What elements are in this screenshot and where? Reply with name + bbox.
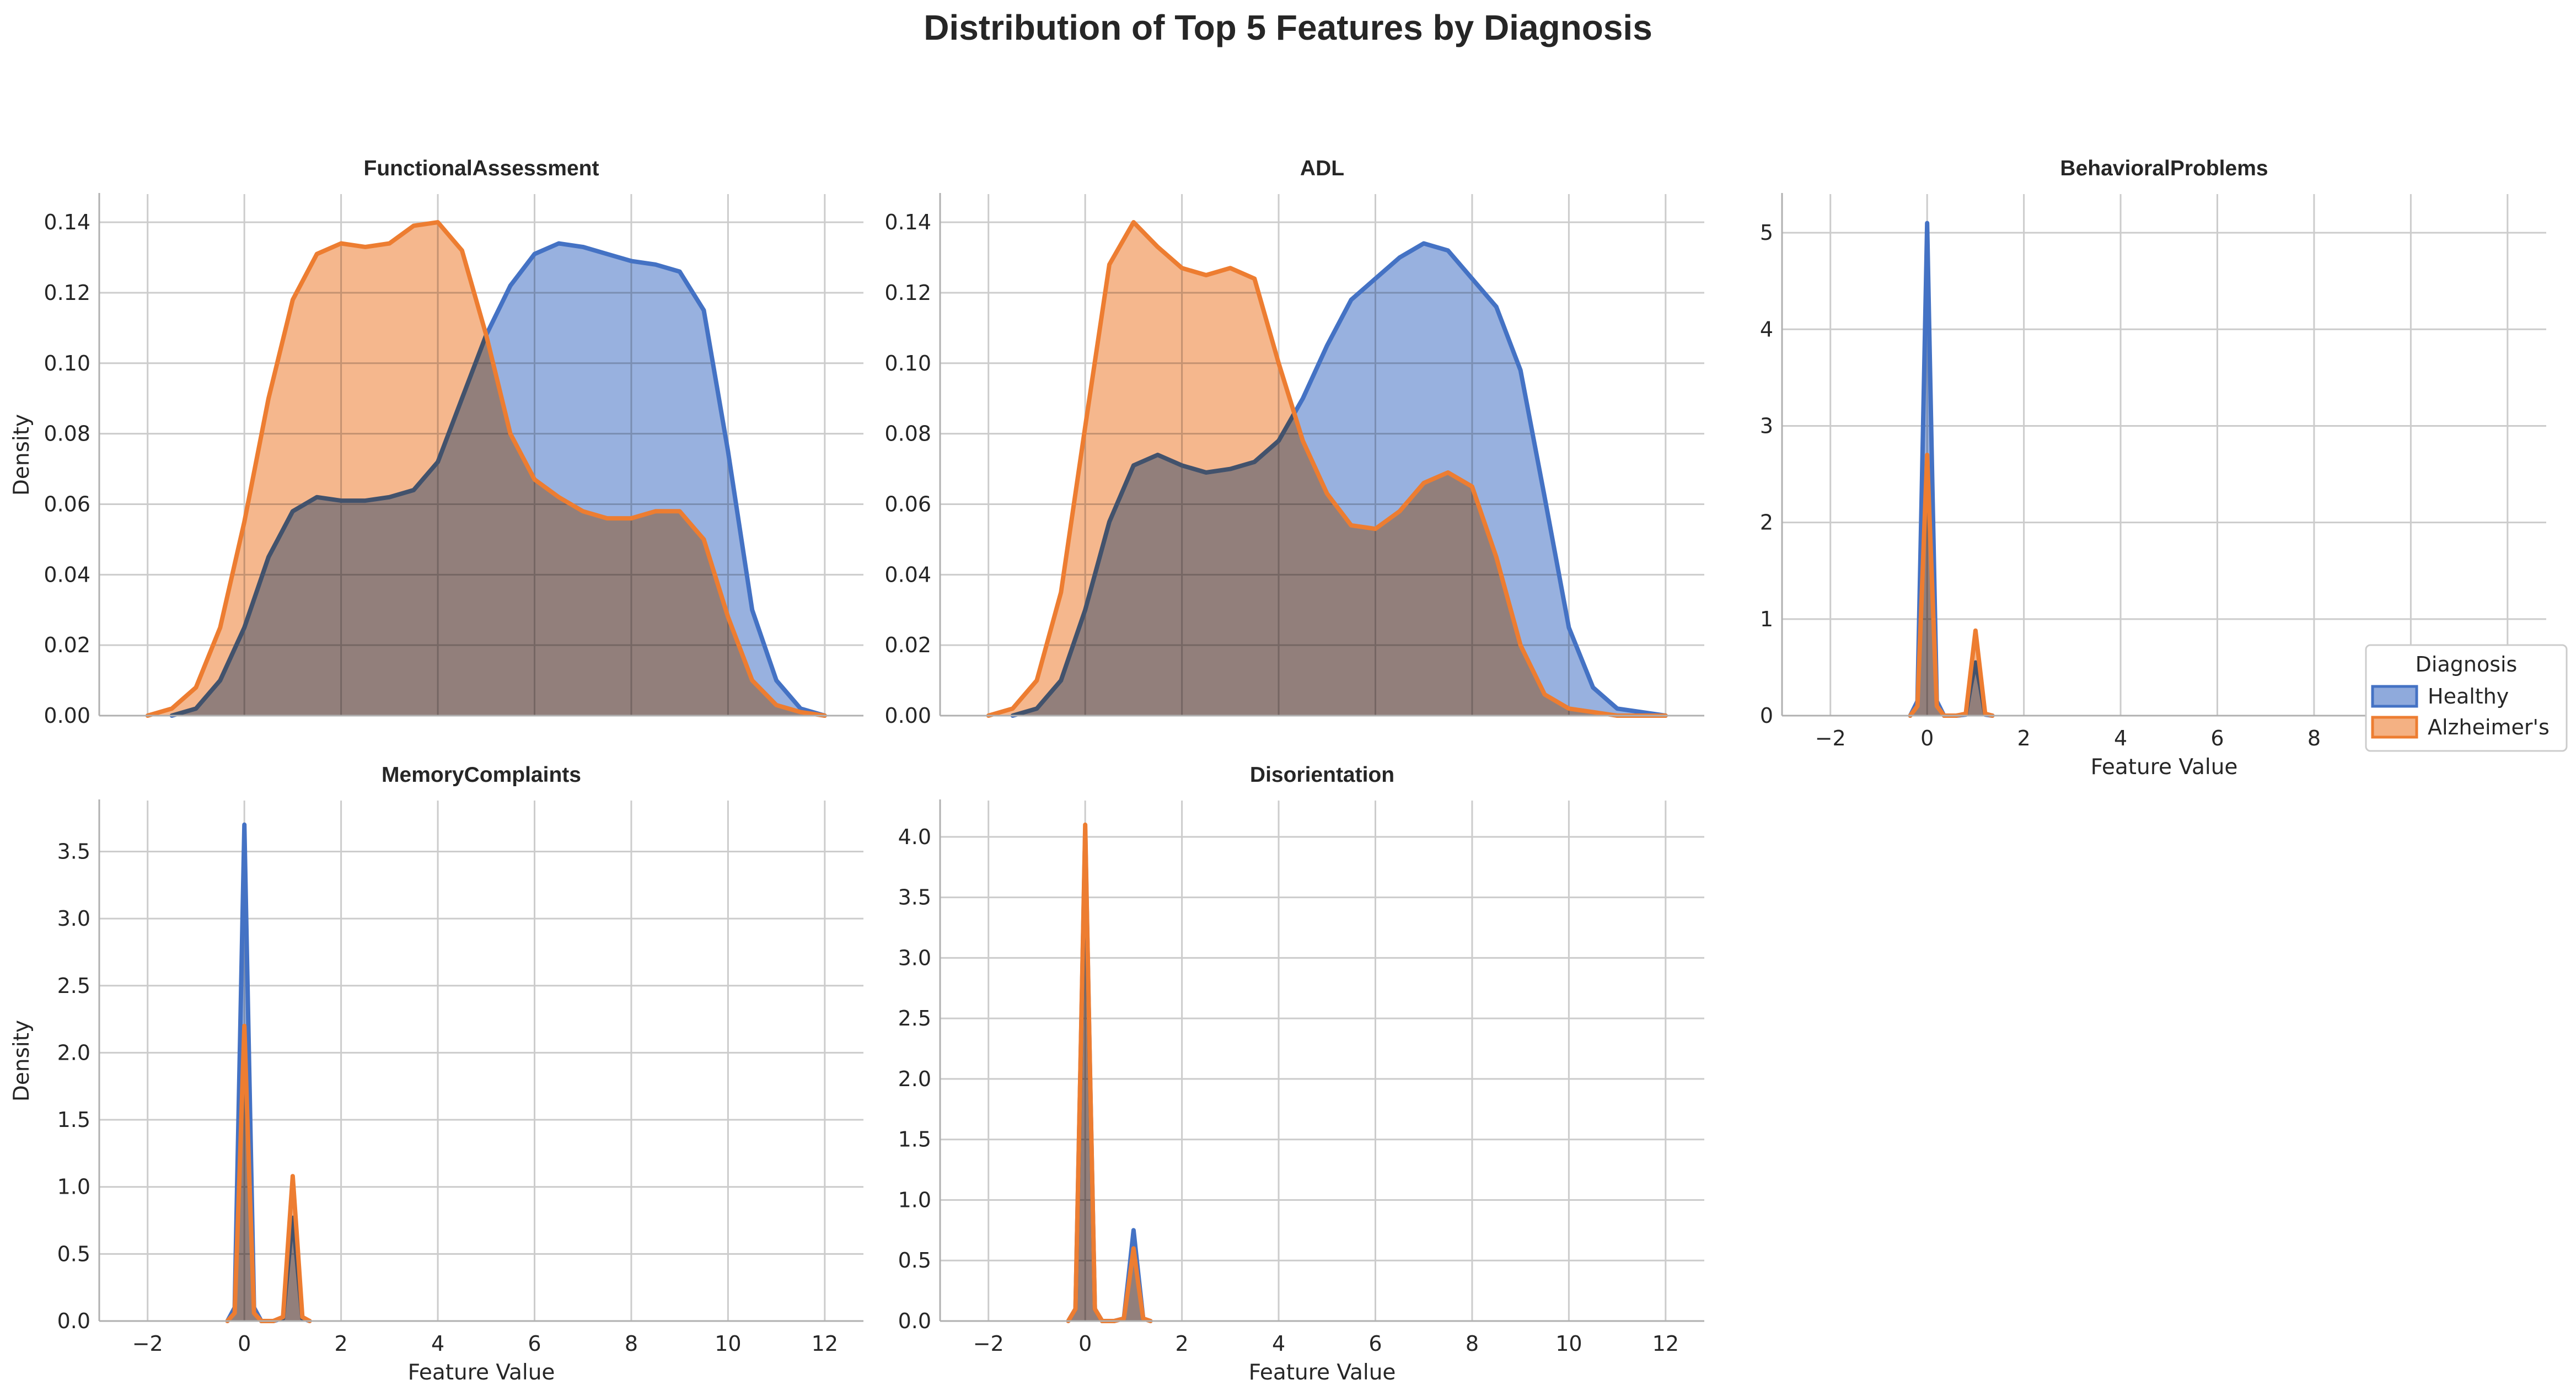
y-tick-label: 0.14 bbox=[884, 210, 931, 234]
x-tick-label: 0 bbox=[238, 1331, 251, 1356]
y-tick-label: 1.0 bbox=[898, 1188, 931, 1212]
series-area-alzheimer-s bbox=[1068, 824, 1151, 1321]
panel-memorycomplaints: 0.0 0.5 1.0 1.5 2.0 2.5 3.0 3.5 −2 0 2 4 6 8 10 12 Memor… bbox=[9, 763, 863, 1385]
y-tick-label: 3 bbox=[1760, 414, 1773, 438]
panel-title: ADL bbox=[1300, 157, 1344, 180]
legend-swatch-healthy bbox=[2371, 685, 2418, 708]
x-tick-label: 4 bbox=[431, 1331, 444, 1356]
y-tick-label: 0.04 bbox=[884, 562, 931, 587]
x-tick-label: 12 bbox=[1652, 1331, 1679, 1356]
y-tick-label: 3.5 bbox=[57, 839, 90, 863]
y-tick-label: 0.12 bbox=[44, 281, 90, 305]
x-tick-label: −2 bbox=[973, 1331, 1004, 1356]
y-tick-label: 4 bbox=[1760, 317, 1773, 341]
legend-title: Diagnosis bbox=[2416, 652, 2518, 676]
y-tick-label: 0.00 bbox=[44, 704, 90, 728]
y-tick-label: 0.10 bbox=[884, 351, 931, 375]
panel-title: FunctionalAssessment bbox=[364, 157, 599, 180]
panel-functionalassessment: 0.00 0.02 0.04 0.06 0.08 0.10 0.12 0.14 Function… bbox=[9, 157, 863, 728]
x-tick-label: 4 bbox=[2114, 726, 2127, 750]
x-tick-label: 2 bbox=[1176, 1331, 1189, 1356]
x-axis-label: Feature Value bbox=[408, 1360, 555, 1385]
legend-label-healthy: Healthy bbox=[2428, 684, 2509, 708]
y-tick-label: 1.5 bbox=[57, 1108, 90, 1132]
y-tick-label: 0.08 bbox=[884, 422, 931, 446]
y-tick-label: 2.0 bbox=[898, 1067, 931, 1091]
y-tick-label: 1.5 bbox=[898, 1127, 931, 1152]
y-tick-label: 0.12 bbox=[884, 281, 931, 305]
x-tick-label: 6 bbox=[2210, 726, 2224, 750]
y-tick-label: 2.5 bbox=[898, 1006, 931, 1030]
y-tick-label: 2 bbox=[1760, 511, 1773, 535]
y-tick-label: 5 bbox=[1760, 221, 1773, 245]
y-tick-label: 0.06 bbox=[884, 492, 931, 516]
x-tick-label: 6 bbox=[528, 1331, 541, 1356]
y-tick-label: 3.5 bbox=[898, 885, 931, 910]
y-tick-label: 2.5 bbox=[57, 974, 90, 998]
x-tick-label: 10 bbox=[715, 1331, 741, 1356]
y-tick-label: 4.0 bbox=[898, 825, 931, 849]
panel-title: Disorientation bbox=[1250, 763, 1394, 787]
y-tick-label: 3.0 bbox=[57, 906, 90, 931]
series-line-alzheimer-s bbox=[986, 220, 1668, 718]
x-tick-label: 12 bbox=[812, 1331, 838, 1356]
panel-disorientation: 0.0 0.5 1.0 1.5 2.0 2.5 3.0 3.5 4.0 −2 0 2 4 6 8 10 12 Di… bbox=[898, 763, 1704, 1385]
y-tick-label: 0.00 bbox=[884, 704, 931, 728]
series-line-alzheimer-s bbox=[145, 220, 827, 718]
y-axis-label: Density bbox=[9, 1020, 34, 1102]
x-tick-label: 2 bbox=[335, 1331, 348, 1356]
panel-adl: 0.00 0.02 0.04 0.06 0.08 0.10 0.12 0.14 ADL bbox=[884, 157, 1704, 728]
x-tick-label: 6 bbox=[1368, 1331, 1382, 1356]
x-tick-label: 10 bbox=[1555, 1331, 1582, 1356]
x-tick-label: 0 bbox=[1920, 726, 1934, 750]
y-tick-label: 0.10 bbox=[44, 351, 90, 375]
x-tick-label: 8 bbox=[1466, 1331, 1479, 1356]
panel-title: BehavioralProblems bbox=[2060, 157, 2268, 180]
y-tick-label: 0.04 bbox=[44, 562, 90, 587]
legend-label-alzheimers: Alzheimer's bbox=[2428, 715, 2550, 739]
y-tick-label: 1.0 bbox=[57, 1175, 90, 1199]
x-tick-label: −2 bbox=[1815, 726, 1846, 750]
series-area-alzheimer-s bbox=[147, 222, 825, 716]
y-tick-label: 1 bbox=[1760, 607, 1773, 631]
y-tick-label: 0.14 bbox=[44, 210, 90, 234]
panel-title: MemoryComplaints bbox=[382, 763, 581, 787]
x-axis-label: Feature Value bbox=[2091, 755, 2238, 780]
y-tick-label: 0.5 bbox=[57, 1242, 90, 1266]
y-tick-label: 0.0 bbox=[898, 1309, 931, 1333]
x-tick-label: 8 bbox=[2307, 726, 2321, 750]
y-tick-label: 0.06 bbox=[44, 492, 90, 516]
y-tick-label: 0.08 bbox=[44, 422, 90, 446]
legend-swatch-alzheimers bbox=[2371, 716, 2418, 739]
series-area-alzheimer-s bbox=[1910, 455, 1993, 716]
x-tick-label: 0 bbox=[1078, 1331, 1092, 1356]
series-area-alzheimer-s bbox=[988, 222, 1666, 716]
y-tick-label: 3.0 bbox=[898, 946, 931, 970]
y-tick-label: 0.02 bbox=[44, 633, 90, 657]
y-axis-label: Density bbox=[9, 414, 34, 496]
x-tick-label: 4 bbox=[1272, 1331, 1285, 1356]
y-tick-label: 0.02 bbox=[884, 633, 931, 657]
x-tick-label: −2 bbox=[132, 1331, 163, 1356]
y-tick-label: 2.0 bbox=[57, 1040, 90, 1065]
legend: Diagnosis Healthy Alzheimer's bbox=[2365, 644, 2568, 752]
y-tick-label: 0 bbox=[1760, 704, 1773, 728]
x-tick-label: 2 bbox=[2017, 726, 2031, 750]
x-tick-label: 8 bbox=[625, 1331, 638, 1356]
y-tick-label: 0.5 bbox=[898, 1248, 931, 1272]
y-tick-label: 0.0 bbox=[57, 1309, 90, 1333]
x-axis-label: Feature Value bbox=[1249, 1360, 1396, 1385]
figure-title: Distribution of Top 5 Features by Diagno… bbox=[924, 8, 1652, 47]
